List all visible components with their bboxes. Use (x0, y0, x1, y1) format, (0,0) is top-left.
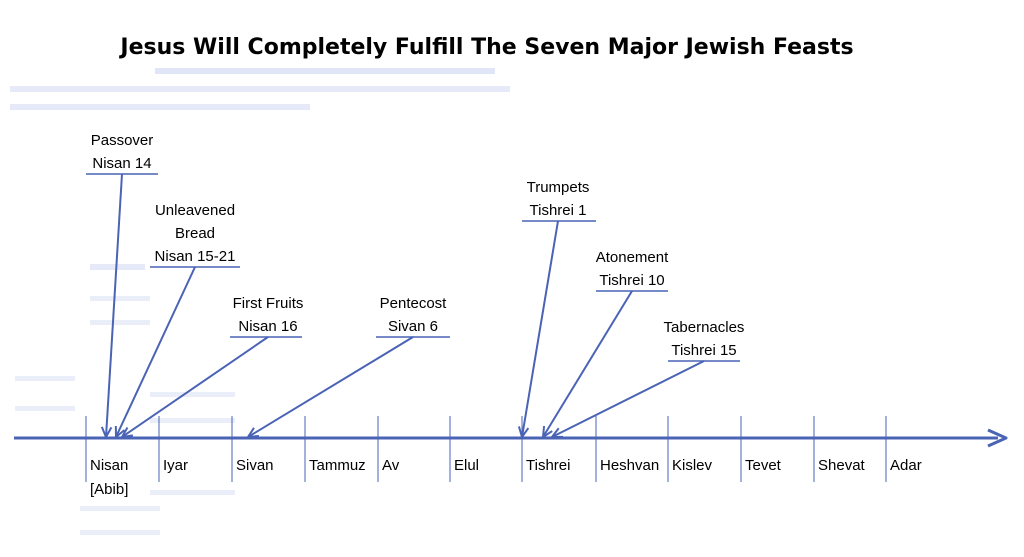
feast-pointer-line (521, 220, 559, 438)
feast-date-label: Tishrei 10 (599, 272, 664, 289)
feast-annotation: First Fruits Nisan 16 (121, 295, 304, 438)
feast-date-label: Nisan 15-21 (155, 248, 236, 265)
diagram-title: Jesus Will Completely Fulfill The Seven … (118, 35, 853, 60)
feast-pointer-line (542, 290, 633, 438)
feast-annotation: Atonement Tishrei 10 (542, 249, 669, 438)
feast-pointer-arrowhead (121, 426, 134, 438)
feast-date-label: Nisan 14 (92, 155, 151, 172)
feast-annotation: Unleavened Bread Nisan 15-21 (114, 202, 240, 438)
feast-name-label: Passover (91, 132, 154, 149)
month-label: Adar (890, 457, 922, 474)
feast-date-label: Sivan 6 (388, 318, 438, 335)
month-label: Tishrei (526, 457, 570, 474)
feast-pointer-line (115, 266, 196, 438)
month-label: Kislev (672, 457, 713, 474)
month-label: Sivan (236, 457, 274, 474)
feast-name-label: Bread (175, 225, 215, 242)
feast-date-label: Nisan 16 (238, 318, 297, 335)
feast-annotation: Pentecost Sivan 6 (247, 295, 450, 438)
feast-pointer-line (105, 173, 123, 438)
feast-pointer-line (247, 336, 414, 438)
month-note-abib: [Abib] (90, 481, 128, 498)
feast-pointer-arrowhead (247, 427, 260, 438)
feast-name-label: Pentecost (380, 295, 448, 312)
month-label: Iyar (163, 457, 188, 474)
feast-pointer-arrowhead (517, 426, 530, 438)
feast-name-label: Tabernacles (664, 319, 745, 336)
feast-annotation: Passover Nisan 14 (86, 132, 158, 438)
month-label: Shevat (818, 457, 866, 474)
timeline-axis-group: Nisan Iyar Sivan Tammuz Av Elul Tishrei Heshvan… (14, 416, 1008, 498)
month-label: Av (382, 457, 400, 474)
feast-annotations-group: Passover Nisan 14 Unleavened Bread Nisan 15-… (86, 132, 745, 438)
feast-name-label: Atonement (596, 249, 669, 266)
feast-pointer-arrowhead (551, 427, 564, 438)
feast-annotation: Tabernacles Tishrei 15 (551, 319, 745, 438)
month-label: Tevet (745, 457, 782, 474)
feast-annotation: Trumpets Tishrei 1 (517, 179, 596, 438)
feast-date-label: Tishrei 1 (530, 202, 587, 219)
feast-pointer-arrowhead (100, 426, 113, 438)
month-label: Heshvan (600, 457, 659, 474)
feast-pointer-line (551, 360, 705, 438)
feast-pointer-arrowhead (542, 425, 553, 438)
month-label: Nisan (90, 457, 128, 474)
ghost-text-artifacts (10, 68, 510, 535)
feast-name-label: Trumpets (527, 179, 590, 196)
month-label: Tammuz (309, 457, 366, 474)
feast-date-label: Tishrei 15 (671, 342, 736, 359)
feast-pointer-line (121, 336, 269, 438)
feast-pointer-arrowhead (114, 425, 126, 438)
month-label: Elul (454, 457, 479, 474)
feast-name-label: First Fruits (233, 295, 304, 312)
timeline-arrowhead (987, 428, 1008, 448)
feast-name-label: Unleavened (155, 202, 235, 219)
